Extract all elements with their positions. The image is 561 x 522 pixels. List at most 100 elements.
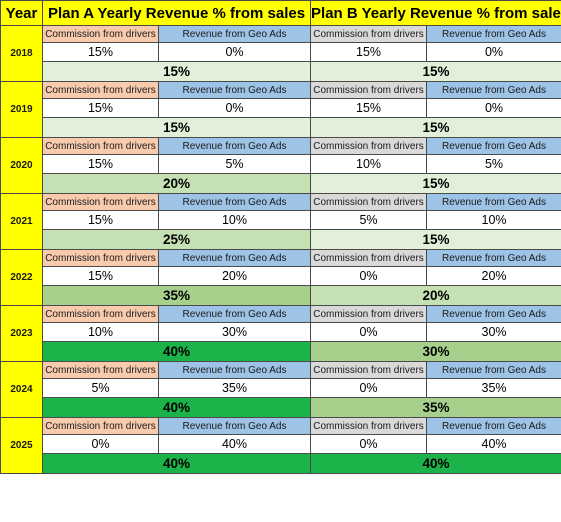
label-row: 2019 Commission from drivers Revenue from … — [0, 81, 561, 138]
plan-a-geo-ads-value: 5% — [157, 154, 312, 174]
plan-b-geo-ads-value: 30% — [426, 322, 561, 342]
total-row: 35% 20% — [1, 285, 561, 306]
plan-a-commission-value: 10% — [42, 322, 159, 342]
plan-b-commission-label: Commission from drivers — [310, 361, 428, 379]
plan-b-geo-ads-value: 20% — [426, 266, 561, 286]
plan-b-geo-ads-value: 40% — [426, 434, 561, 454]
year-cell: 2023 — [0, 305, 43, 362]
year-cell: 2020 — [0, 137, 43, 194]
value-row: 15% 5% 10% 5% — [1, 154, 561, 174]
plan-b-commission-value: 15% — [310, 42, 428, 62]
value-row: 0% 40% 0% 40% — [1, 434, 561, 454]
plan-b-commission-value: 0% — [310, 266, 428, 286]
total-row: 40% 35% — [1, 397, 561, 418]
label-row: 2025 Commission from drivers Revenue from … — [0, 417, 561, 474]
plan-b-commission-label: Commission from drivers — [310, 305, 428, 323]
plan-a-geo-ads-value: 10% — [157, 210, 312, 230]
plan-a-total: 40% — [41, 341, 312, 362]
plan-a-geo-ads-label: Revenue from Geo Ads — [157, 417, 312, 435]
year-cell: 2022 — [0, 249, 43, 306]
plan-b-geo-ads-label: Revenue from Geo Ads — [426, 361, 561, 379]
total-row: 15% 15% — [1, 61, 561, 82]
plan-b-commission-value: 10% — [310, 154, 428, 174]
label-row: 2018 Commission from drivers Revenue from … — [0, 25, 561, 82]
plan-b-geo-ads-label: Revenue from Geo Ads — [426, 81, 561, 99]
plan-b-total: 30% — [310, 341, 561, 362]
year-cell: 2019 — [0, 81, 43, 138]
plan-a-commission-label: Commission from drivers — [42, 25, 159, 43]
plan-a-geo-ads-value: 0% — [157, 42, 312, 62]
plan-b-total: 15% — [310, 61, 561, 82]
plan-a-total: 25% — [41, 229, 312, 250]
plan-b-total: 40% — [310, 453, 561, 474]
plan-b-total: 35% — [310, 397, 561, 418]
plan-a-geo-ads-label: Revenue from Geo Ads — [157, 137, 312, 155]
total-row: 40% 40% — [1, 453, 561, 474]
plan-a-commission-value: 15% — [42, 98, 159, 118]
plan-a-commission-value: 15% — [42, 210, 159, 230]
plan-a-commission-label: Commission from drivers — [42, 193, 159, 211]
plan-b-commission-label: Commission from drivers — [310, 25, 428, 43]
label-row: 2021 Commission from drivers Revenue from … — [0, 193, 561, 250]
plan-a-geo-ads-value: 40% — [157, 434, 312, 454]
plan-b-commission-label: Commission from drivers — [310, 417, 428, 435]
plan-b-geo-ads-value: 0% — [426, 98, 561, 118]
plan-a-geo-ads-value: 30% — [157, 322, 312, 342]
plan-a-commission-label: Commission from drivers — [42, 305, 159, 323]
plan-b-geo-ads-label: Revenue from Geo Ads — [426, 25, 561, 43]
total-row: 25% 15% — [1, 229, 561, 250]
value-row: 15% 0% 15% 0% — [1, 98, 561, 118]
plan-b-geo-ads-label: Revenue from Geo Ads — [426, 137, 561, 155]
value-row: 5% 35% 0% 35% — [1, 378, 561, 398]
plan-b-header: Plan B Yearly Revenue % from sales — [310, 0, 561, 26]
plan-b-geo-ads-value: 35% — [426, 378, 561, 398]
plan-b-geo-ads-label: Revenue from Geo Ads — [426, 417, 561, 435]
plan-b-commission-value: 0% — [310, 434, 428, 454]
plan-a-geo-ads-label: Revenue from Geo Ads — [157, 249, 312, 267]
plan-a-commission-value: 15% — [42, 154, 159, 174]
plan-b-commission-value: 15% — [310, 98, 428, 118]
plan-a-geo-ads-value: 20% — [157, 266, 312, 286]
label-row: 2022 Commission from drivers Revenue from … — [0, 249, 561, 306]
plan-a-geo-ads-label: Revenue from Geo Ads — [157, 81, 312, 99]
plan-a-total: 20% — [41, 173, 312, 194]
plan-a-total: 15% — [41, 117, 312, 138]
plan-a-total: 15% — [41, 61, 312, 82]
header-row: Year Plan A Yearly Revenue % from sales … — [0, 0, 561, 26]
plan-a-commission-value: 15% — [42, 42, 159, 62]
plan-b-commission-label: Commission from drivers — [310, 137, 428, 155]
plan-a-geo-ads-label: Revenue from Geo Ads — [157, 25, 312, 43]
plan-a-commission-value: 15% — [42, 266, 159, 286]
total-row: 15% 15% — [1, 117, 561, 138]
value-row: 15% 0% 15% 0% — [1, 42, 561, 62]
plan-b-geo-ads-value: 5% — [426, 154, 561, 174]
value-row: 15% 20% 0% 20% — [1, 266, 561, 286]
label-row: 2023 Commission from drivers Revenue from … — [0, 305, 561, 362]
plan-a-geo-ads-value: 0% — [157, 98, 312, 118]
table-body: 2018 Commission from drivers Revenue from … — [0, 25, 561, 474]
plan-a-commission-value: 5% — [42, 378, 159, 398]
plan-a-commission-label: Commission from drivers — [42, 361, 159, 379]
plan-a-geo-ads-value: 35% — [157, 378, 312, 398]
year-header: Year — [0, 0, 43, 26]
plan-b-total: 15% — [310, 173, 561, 194]
plan-a-geo-ads-label: Revenue from Geo Ads — [157, 361, 312, 379]
total-row: 20% 15% — [1, 173, 561, 194]
plan-b-commission-value: 5% — [310, 210, 428, 230]
plan-b-geo-ads-value: 0% — [426, 42, 561, 62]
plan-b-total: 20% — [310, 285, 561, 306]
plan-b-total: 15% — [310, 117, 561, 138]
plan-b-commission-label: Commission from drivers — [310, 249, 428, 267]
plan-b-total: 15% — [310, 229, 561, 250]
plan-b-commission-value: 0% — [310, 378, 428, 398]
plan-b-geo-ads-label: Revenue from Geo Ads — [426, 249, 561, 267]
plan-a-total: 40% — [41, 397, 312, 418]
year-cell: 2024 — [0, 361, 43, 418]
plan-b-geo-ads-value: 10% — [426, 210, 561, 230]
plan-b-geo-ads-label: Revenue from Geo Ads — [426, 193, 561, 211]
plan-a-commission-label: Commission from drivers — [42, 249, 159, 267]
revenue-table: Year Plan A Yearly Revenue % from sales … — [0, 0, 561, 474]
plan-b-commission-value: 0% — [310, 322, 428, 342]
plan-a-commission-label: Commission from drivers — [42, 137, 159, 155]
year-cell: 2018 — [0, 25, 43, 82]
